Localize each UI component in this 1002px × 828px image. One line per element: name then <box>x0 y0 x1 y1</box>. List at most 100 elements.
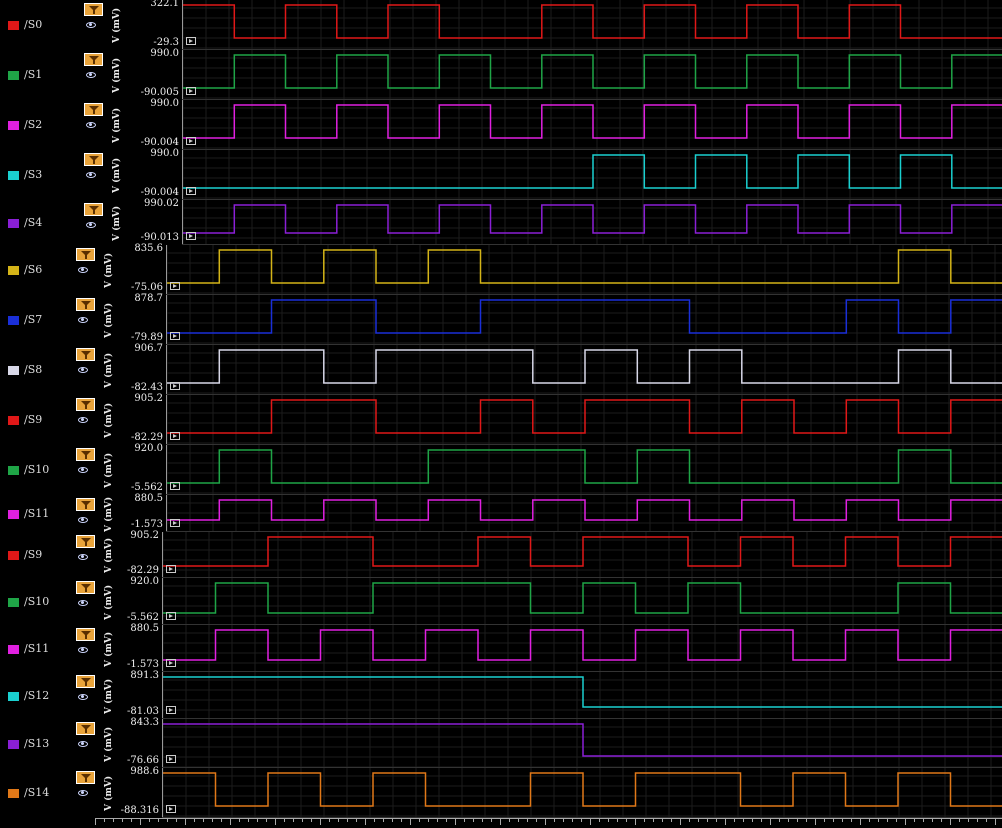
expand-play-icon[interactable] <box>166 659 176 667</box>
expand-play-icon[interactable] <box>186 137 196 145</box>
eye-icon[interactable] <box>78 790 88 796</box>
eye-icon[interactable] <box>86 22 96 28</box>
signal-row[interactable]: /S1 V (mV) 990.0 -90.005 <box>0 48 1002 100</box>
eye-icon[interactable] <box>86 72 96 78</box>
eye-icon[interactable] <box>78 694 88 700</box>
filter-icon[interactable] <box>76 535 95 548</box>
eye-icon[interactable] <box>78 517 88 523</box>
signal-name[interactable]: /S11 <box>24 642 50 655</box>
filter-icon[interactable] <box>76 771 95 784</box>
eye-icon[interactable] <box>78 647 88 653</box>
eye-icon[interactable] <box>78 600 88 606</box>
waveform-plot[interactable] <box>182 50 1002 100</box>
signal-name[interactable]: /S9 <box>24 548 43 561</box>
filter-icon[interactable] <box>76 498 95 511</box>
waveform-plot[interactable] <box>162 768 1002 818</box>
signal-row[interactable]: /S2 V (mV) 990.0 -90.004 <box>0 98 1002 150</box>
filter-icon[interactable] <box>84 3 103 16</box>
signal-name[interactable]: /S8 <box>24 363 43 376</box>
eye-icon[interactable] <box>78 267 88 273</box>
filter-icon[interactable] <box>76 298 95 311</box>
expand-play-icon[interactable] <box>166 706 176 714</box>
expand-play-icon[interactable] <box>166 565 176 573</box>
eye-icon[interactable] <box>78 554 88 560</box>
signal-name[interactable]: /S9 <box>24 413 43 426</box>
eye-icon[interactable] <box>78 467 88 473</box>
expand-play-icon[interactable] <box>170 332 180 340</box>
signal-row[interactable]: /S3 V (mV) 990.0 -90.004 <box>0 148 1002 200</box>
signal-name[interactable]: /S0 <box>24 18 43 31</box>
filter-icon[interactable] <box>76 581 95 594</box>
expand-play-icon[interactable] <box>186 187 196 195</box>
waveform-plot[interactable] <box>166 345 1002 395</box>
filter-icon[interactable] <box>84 203 103 216</box>
signal-row[interactable]: /S4 V (mV) 990.02 -90.013 <box>0 198 1002 245</box>
signal-name[interactable]: /S11 <box>24 507 50 520</box>
waveform-plot[interactable] <box>166 495 1002 532</box>
waveform-plot[interactable] <box>162 532 1002 578</box>
eye-icon[interactable] <box>86 222 96 228</box>
signal-name[interactable]: /S1 <box>24 68 43 81</box>
signal-row[interactable]: /S0 V (mV) 322.1 -29.3 <box>0 0 1002 50</box>
expand-play-icon[interactable] <box>170 519 180 527</box>
signal-name[interactable]: /S3 <box>24 168 43 181</box>
expand-play-icon[interactable] <box>186 87 196 95</box>
signal-name[interactable]: /S7 <box>24 313 43 326</box>
filter-icon[interactable] <box>76 628 95 641</box>
signal-row[interactable]: /S10 V (mV) 920.0 -5.562 <box>0 443 1002 495</box>
waveform-plot[interactable] <box>182 100 1002 150</box>
expand-play-icon[interactable] <box>166 612 176 620</box>
waveform-plot[interactable] <box>182 200 1002 245</box>
filter-icon[interactable] <box>84 153 103 166</box>
eye-icon[interactable] <box>78 417 88 423</box>
filter-icon[interactable] <box>76 722 95 735</box>
expand-play-icon[interactable] <box>170 382 180 390</box>
waveform-plot[interactable] <box>166 245 1002 295</box>
waveform-plot[interactable] <box>166 295 1002 345</box>
eye-icon[interactable] <box>78 317 88 323</box>
eye-icon[interactable] <box>78 367 88 373</box>
filter-icon[interactable] <box>84 103 103 116</box>
waveform-plot[interactable] <box>162 578 1002 625</box>
signal-row[interactable]: /S11 V (mV) 880.5 -1.573 <box>0 493 1002 532</box>
waveform-plot[interactable] <box>182 0 1002 50</box>
signal-row[interactable]: /S13 V (mV) 843.3 -76.66 <box>0 717 1002 768</box>
expand-play-icon[interactable] <box>166 755 176 763</box>
expand-play-icon[interactable] <box>170 432 180 440</box>
signal-name[interactable]: /S13 <box>24 737 50 750</box>
signal-row[interactable]: /S14 V (mV) 988.6 -88.316 <box>0 766 1002 818</box>
signal-row[interactable]: /S10 V (mV) 920.0 -5.562 <box>0 576 1002 625</box>
waveform-plot[interactable] <box>162 625 1002 672</box>
signal-name[interactable]: /S14 <box>24 786 50 799</box>
signal-name[interactable]: /S4 <box>24 216 43 229</box>
eye-icon[interactable] <box>86 172 96 178</box>
filter-icon[interactable] <box>76 398 95 411</box>
signal-name[interactable]: /S6 <box>24 263 43 276</box>
signal-row[interactable]: /S11 V (mV) 880.5 -1.573 <box>0 623 1002 672</box>
filter-icon[interactable] <box>76 675 95 688</box>
signal-row[interactable]: /S7 V (mV) 878.7 -79.89 <box>0 293 1002 345</box>
filter-icon[interactable] <box>76 348 95 361</box>
signal-row[interactable]: /S9 V (mV) 905.2 -82.29 <box>0 393 1002 445</box>
eye-icon[interactable] <box>86 122 96 128</box>
signal-name[interactable]: /S10 <box>24 595 50 608</box>
filter-icon[interactable] <box>84 53 103 66</box>
signal-row[interactable]: /S6 V (mV) 835.6 -75.06 <box>0 243 1002 295</box>
filter-icon[interactable] <box>76 448 95 461</box>
expand-play-icon[interactable] <box>166 805 176 813</box>
signal-row[interactable]: /S9 V (mV) 905.2 -82.29 <box>0 530 1002 578</box>
waveform-plot[interactable] <box>166 445 1002 495</box>
signal-row[interactable]: /S8 V (mV) 906.7 -82.43 <box>0 343 1002 395</box>
expand-play-icon[interactable] <box>170 482 180 490</box>
signal-row[interactable]: /S12 V (mV) 891.3 -81.03 <box>0 670 1002 719</box>
signal-name[interactable]: /S12 <box>24 689 50 702</box>
signal-name[interactable]: /S10 <box>24 463 50 476</box>
expand-play-icon[interactable] <box>186 37 196 45</box>
waveform-plot[interactable] <box>162 672 1002 719</box>
waveform-plot[interactable] <box>166 395 1002 445</box>
waveform-plot[interactable] <box>162 719 1002 768</box>
expand-play-icon[interactable] <box>186 232 196 240</box>
waveform-plot[interactable] <box>182 150 1002 200</box>
expand-play-icon[interactable] <box>170 282 180 290</box>
eye-icon[interactable] <box>78 741 88 747</box>
